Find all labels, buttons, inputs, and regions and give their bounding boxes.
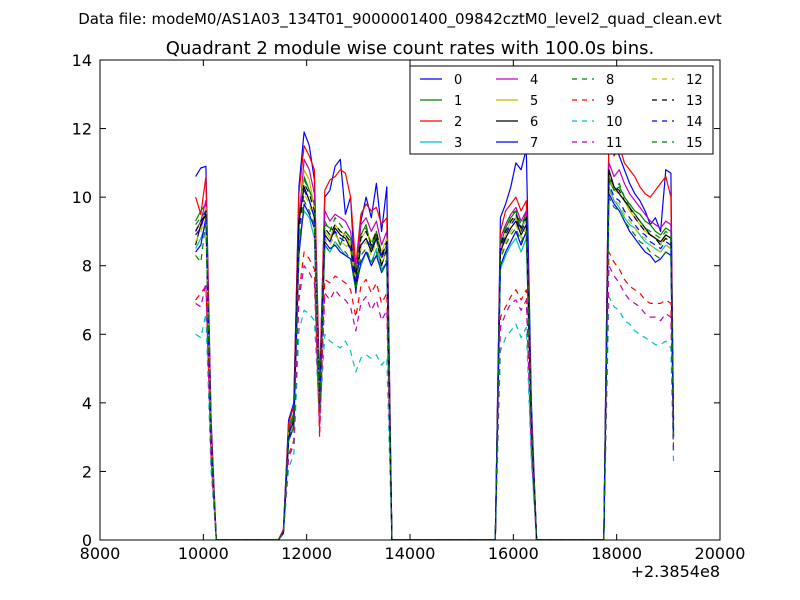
series-1 <box>195 176 675 540</box>
series-0-segment <box>603 131 675 540</box>
series-8 <box>195 176 675 540</box>
x-tick-label: 8000 <box>80 544 121 563</box>
series-3 <box>195 186 675 540</box>
legend-label-11: 11 <box>606 136 623 151</box>
series-10-segment <box>277 309 393 540</box>
series-7-segment <box>277 203 393 540</box>
chart-title: Quadrant 2 module wise count rates with … <box>166 38 655 59</box>
legend-label-7: 7 <box>530 136 538 151</box>
y-tick-label: 2 <box>82 462 92 481</box>
series-8-segment <box>603 176 675 540</box>
series-10-segment <box>494 323 538 540</box>
series-11 <box>195 265 675 540</box>
series-15-segment <box>603 196 675 540</box>
series-12-segment <box>603 189 675 540</box>
series-15 <box>195 196 675 540</box>
series-9 <box>195 251 675 540</box>
series-10-segment <box>603 296 675 540</box>
series-15-segment <box>277 200 393 540</box>
y-tick-label: 10 <box>72 188 92 207</box>
series-11-segment <box>603 265 675 540</box>
series-14-segment <box>494 217 538 540</box>
series-14-segment <box>603 182 675 540</box>
legend-frame <box>409 65 714 155</box>
legend-label-8: 8 <box>606 73 614 88</box>
legend-label-15: 15 <box>686 136 703 151</box>
series-10 <box>195 296 675 540</box>
legend-label-2: 2 <box>454 115 462 130</box>
y-tick-label: 14 <box>72 51 92 70</box>
series-11-segment <box>195 282 222 540</box>
series-6 <box>195 169 675 540</box>
legend-label-10: 10 <box>606 115 623 130</box>
x-tick-label: 12000 <box>281 544 332 563</box>
y-tick-label: 6 <box>82 325 92 344</box>
series-4 <box>195 158 675 540</box>
legend-label-5: 5 <box>530 94 538 109</box>
series-14 <box>195 182 675 540</box>
legend-label-9: 9 <box>606 94 614 109</box>
series-5-segment <box>603 176 675 540</box>
series-0 <box>195 131 675 540</box>
y-tick-label: 12 <box>72 120 92 139</box>
series-13 <box>195 172 675 540</box>
series-9-segment <box>195 285 222 540</box>
series-13-segment <box>603 172 675 540</box>
x-tick-label: 18000 <box>591 544 642 563</box>
legend-label-3: 3 <box>454 136 462 151</box>
legend-label-1: 1 <box>454 94 462 109</box>
x-tick-label: 10000 <box>178 544 229 563</box>
series-13-segment <box>494 213 538 540</box>
y-tick-label: 0 <box>82 531 92 550</box>
axes-layer: 8000 10000 12000 14000 16000 18000 20000 0 2 4 6 8 1… <box>72 51 746 563</box>
series-5 <box>195 169 675 540</box>
series-11-segment <box>277 265 393 540</box>
series-15-segment <box>494 227 538 540</box>
series-3-segment <box>603 186 675 540</box>
legend-label-0: 0 <box>454 73 462 88</box>
x-tick-label: 14000 <box>385 544 436 563</box>
x-offset-label: +2.3854e8 <box>631 562 720 581</box>
series-14-segment <box>277 189 393 540</box>
series-12 <box>195 189 675 540</box>
series-10-segment <box>195 313 222 540</box>
series-11-segment <box>494 299 538 540</box>
legend-label-4: 4 <box>530 73 538 88</box>
series-8-segment <box>277 179 393 540</box>
series-2 <box>195 134 675 540</box>
series-layer <box>195 131 675 540</box>
legend-label-14: 14 <box>686 115 703 130</box>
legend-label-12: 12 <box>686 73 703 88</box>
series-9-segment <box>603 251 675 540</box>
legend-label-6: 6 <box>530 115 538 130</box>
legend-label-13: 13 <box>686 94 703 109</box>
x-tick-label: 20000 <box>695 544 746 563</box>
data-file-suptitle: Data file: modeM0/AS1A03_134T01_90000014… <box>78 10 722 29</box>
x-tick-label: 16000 <box>488 544 539 563</box>
y-tick-label: 4 <box>82 394 92 413</box>
series-7 <box>195 193 675 540</box>
series-4-segment <box>603 162 675 540</box>
y-tick-label: 8 <box>82 257 92 276</box>
